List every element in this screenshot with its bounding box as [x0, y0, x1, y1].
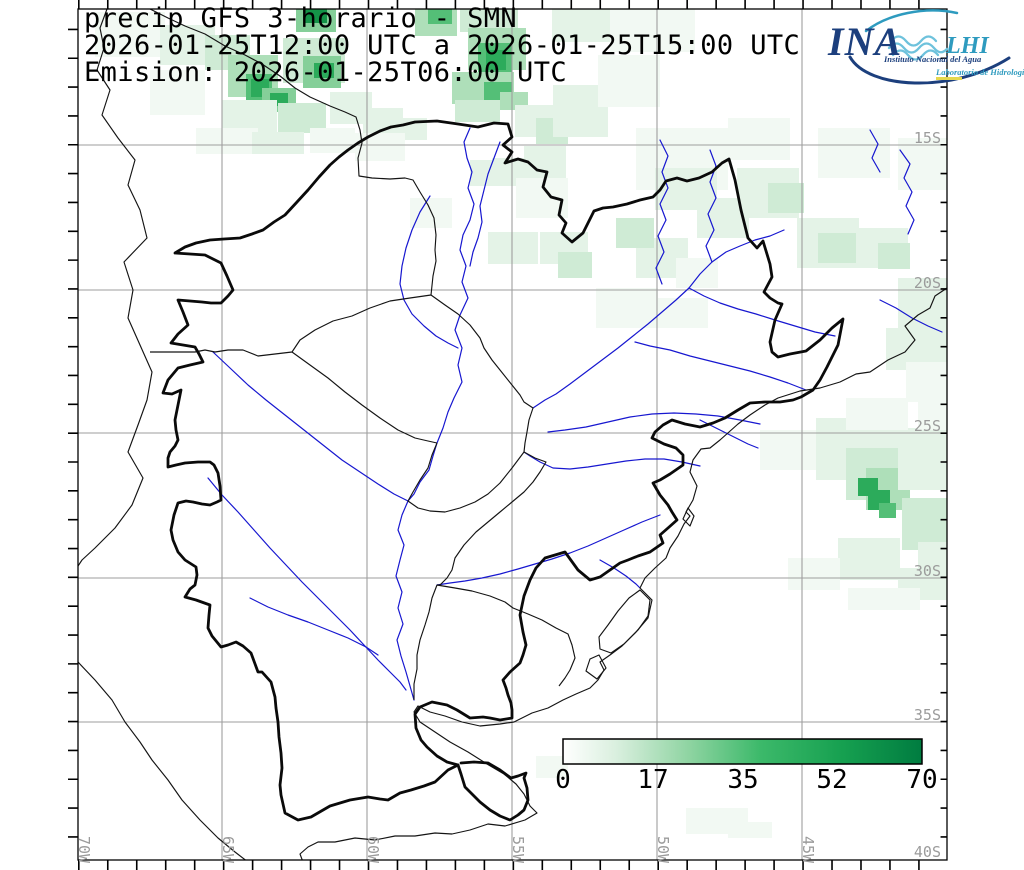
map-title-line2: 2026-01-25T12:00 UTC a 2026-01-25T15:00 …: [84, 30, 801, 61]
lon-label-70w: 70W: [75, 836, 93, 864]
logo-ina-text: INA: [828, 19, 903, 64]
lat-label-25s: 25S: [913, 417, 941, 435]
lat-label-30s: 30S: [913, 562, 941, 580]
lat-label-15s: 15S: [913, 129, 941, 147]
colorbar: [562, 738, 923, 765]
lat-label-35s: 35S: [913, 706, 941, 724]
rivers: [207, 127, 943, 701]
argentina-brazil-border: [437, 451, 547, 586]
logo-waves-icon: [887, 35, 949, 61]
lon-label-65w: 65W: [219, 836, 237, 864]
lon-label-55w: 55W: [509, 836, 527, 864]
logo-lhi-text: LHI: [946, 33, 989, 59]
basin-outline: [161, 119, 845, 822]
colorbar-tick-52: 52: [816, 765, 848, 795]
map-title-line3: Emision: 2026-01-25T06:00 UTC: [84, 57, 568, 88]
logo-yellow-mark: [936, 77, 962, 80]
uruguay-river-border: [413, 584, 438, 700]
colorbar-tick-0: 0: [555, 765, 571, 795]
lon-label-60w: 60W: [364, 836, 382, 864]
bolivia-paraguay-border: [150, 294, 432, 357]
colorbar-tick-17: 17: [637, 765, 669, 795]
ina-logo-graphics: [848, 9, 1011, 85]
bolivia-brazil-border: [149, 9, 437, 296]
uruguay-brazil-border: [436, 584, 576, 687]
map-frame: [68, 0, 948, 870]
pilcomayo-border: [291, 351, 438, 444]
colorbar-tick-35: 35: [727, 765, 759, 795]
lagoa-dos-patos: [598, 589, 651, 654]
lon-label-45w: 45W: [799, 836, 817, 864]
florianopolis-island: [682, 507, 695, 527]
logo-institute-name: Instituto Nacional del Agua: [884, 54, 982, 64]
lon-label-50w: 50W: [654, 836, 672, 864]
lat-label-20s: 20S: [913, 274, 941, 292]
andes-border: [78, 9, 153, 567]
precip-shading: [95, 9, 947, 838]
logo-bottom-arc: [848, 55, 1011, 85]
paraguay-argentina-border: [407, 442, 525, 513]
map-title-line1: precip GFS 3-horario - SMN: [84, 3, 518, 34]
logo-top-arc: [864, 9, 959, 33]
paraguay-brazil-border: [430, 294, 534, 453]
logo-lab-name: Laboratorio de Hidrología: [936, 67, 1024, 77]
andes-border-south: [78, 661, 247, 860]
grid-lines: [78, 9, 947, 860]
lagoa-mirim: [585, 654, 607, 680]
lat-label-40s: 40S: [913, 843, 941, 861]
colorbar-tick-70: 70: [906, 765, 938, 795]
ina-logo: INA LHI Instituto Nacional del Agua Labo…: [818, 8, 1024, 94]
country-borders: [78, 9, 947, 860]
